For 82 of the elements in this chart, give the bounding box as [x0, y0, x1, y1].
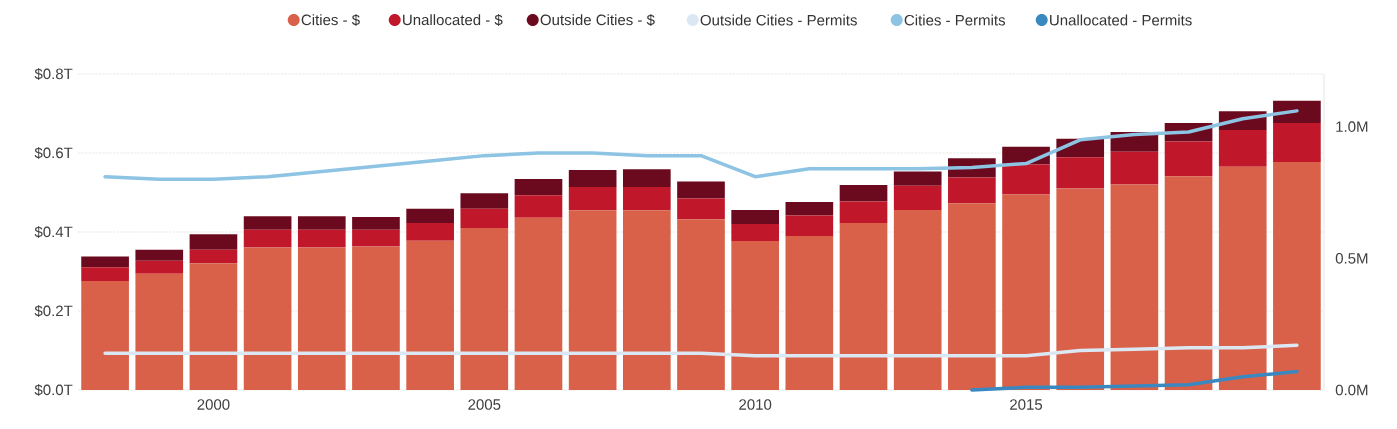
bar: [243, 216, 292, 230]
line-series: [970, 369, 1299, 392]
y2-tick-label: 0.0M: [1335, 384, 1368, 396]
bar: [352, 246, 400, 390]
bar: [1110, 184, 1159, 390]
legend-label: Unallocated - $: [403, 13, 503, 27]
legend-label: Outside Cities - Permits: [700, 14, 857, 26]
bar: [243, 247, 292, 390]
bar: [189, 263, 238, 390]
bar: [785, 215, 834, 236]
bar: [1164, 141, 1213, 177]
bar: [406, 240, 454, 390]
bar: [81, 267, 129, 281]
bar: [514, 217, 563, 390]
bar: [81, 280, 129, 390]
bar: [731, 241, 780, 390]
y-tick-label: $0.6T: [34, 146, 73, 160]
bar: [135, 273, 184, 390]
bar: [785, 235, 834, 390]
bar: [677, 219, 725, 390]
x-tick-label: 2005: [468, 399, 501, 410]
bar: [839, 185, 888, 202]
bar: [1273, 122, 1321, 163]
bar: [352, 216, 400, 230]
bar: [514, 195, 563, 218]
bar: [1218, 166, 1267, 390]
bar: [622, 210, 671, 390]
bar: [460, 228, 509, 390]
bar: [1002, 164, 1050, 195]
bar: [189, 249, 238, 264]
bar: [622, 186, 671, 211]
bar: [81, 256, 129, 268]
bar: [460, 193, 509, 209]
bar: [568, 186, 617, 211]
bar: [243, 229, 292, 248]
bar: [460, 208, 509, 229]
bar: [839, 222, 888, 390]
bar: [1273, 162, 1321, 390]
bar: [893, 185, 942, 210]
bar: [622, 169, 671, 187]
bar: [893, 209, 942, 390]
bar: [731, 209, 780, 225]
legend-label: Cities - Permits: [904, 14, 1006, 26]
bar: [297, 216, 346, 230]
bar: [568, 210, 617, 390]
bar: [189, 234, 238, 250]
x-tick-label: 2010: [739, 399, 772, 410]
bar: [731, 224, 780, 242]
y-tick-label: $0.2T: [34, 304, 73, 318]
legend-label: Outside Cities - $: [540, 13, 655, 27]
bar: [948, 203, 996, 390]
x-tick-label: 2015: [1010, 399, 1043, 410]
bar: [1110, 151, 1159, 185]
bar: [893, 171, 942, 186]
bar: [677, 181, 725, 199]
y2-tick-label: 1.0M: [1336, 121, 1368, 132]
y2-tick-label: 0.5M: [1335, 253, 1368, 264]
bar: [135, 260, 184, 274]
bar: [297, 229, 346, 248]
bar: [406, 208, 454, 223]
bar: [1164, 176, 1213, 390]
bar: [839, 201, 888, 223]
bar: [677, 198, 725, 220]
bar: [406, 222, 454, 241]
bar: [568, 169, 617, 187]
legend-label: Unallocated - Permits: [1050, 14, 1192, 26]
legend-label: Cities - $: [301, 13, 360, 27]
bar: [1273, 100, 1321, 123]
bar: [1002, 194, 1050, 390]
x-tick-label: 2000: [197, 399, 230, 410]
bar: [948, 177, 996, 204]
bar: [135, 249, 184, 261]
y-tick-label: $0.0T: [34, 383, 73, 397]
bar: [1218, 130, 1267, 167]
y-tick-label: $0.4T: [34, 225, 73, 239]
y-tick-label: $0.8T: [34, 67, 73, 81]
bar: [1056, 157, 1105, 189]
bar: [514, 179, 563, 196]
bar: [352, 229, 400, 247]
bar: [1056, 188, 1105, 390]
bar: [785, 201, 834, 216]
bar: [297, 247, 346, 390]
